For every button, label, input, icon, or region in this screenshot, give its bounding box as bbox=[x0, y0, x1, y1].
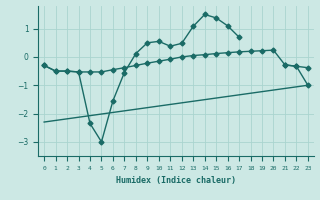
X-axis label: Humidex (Indice chaleur): Humidex (Indice chaleur) bbox=[116, 176, 236, 185]
